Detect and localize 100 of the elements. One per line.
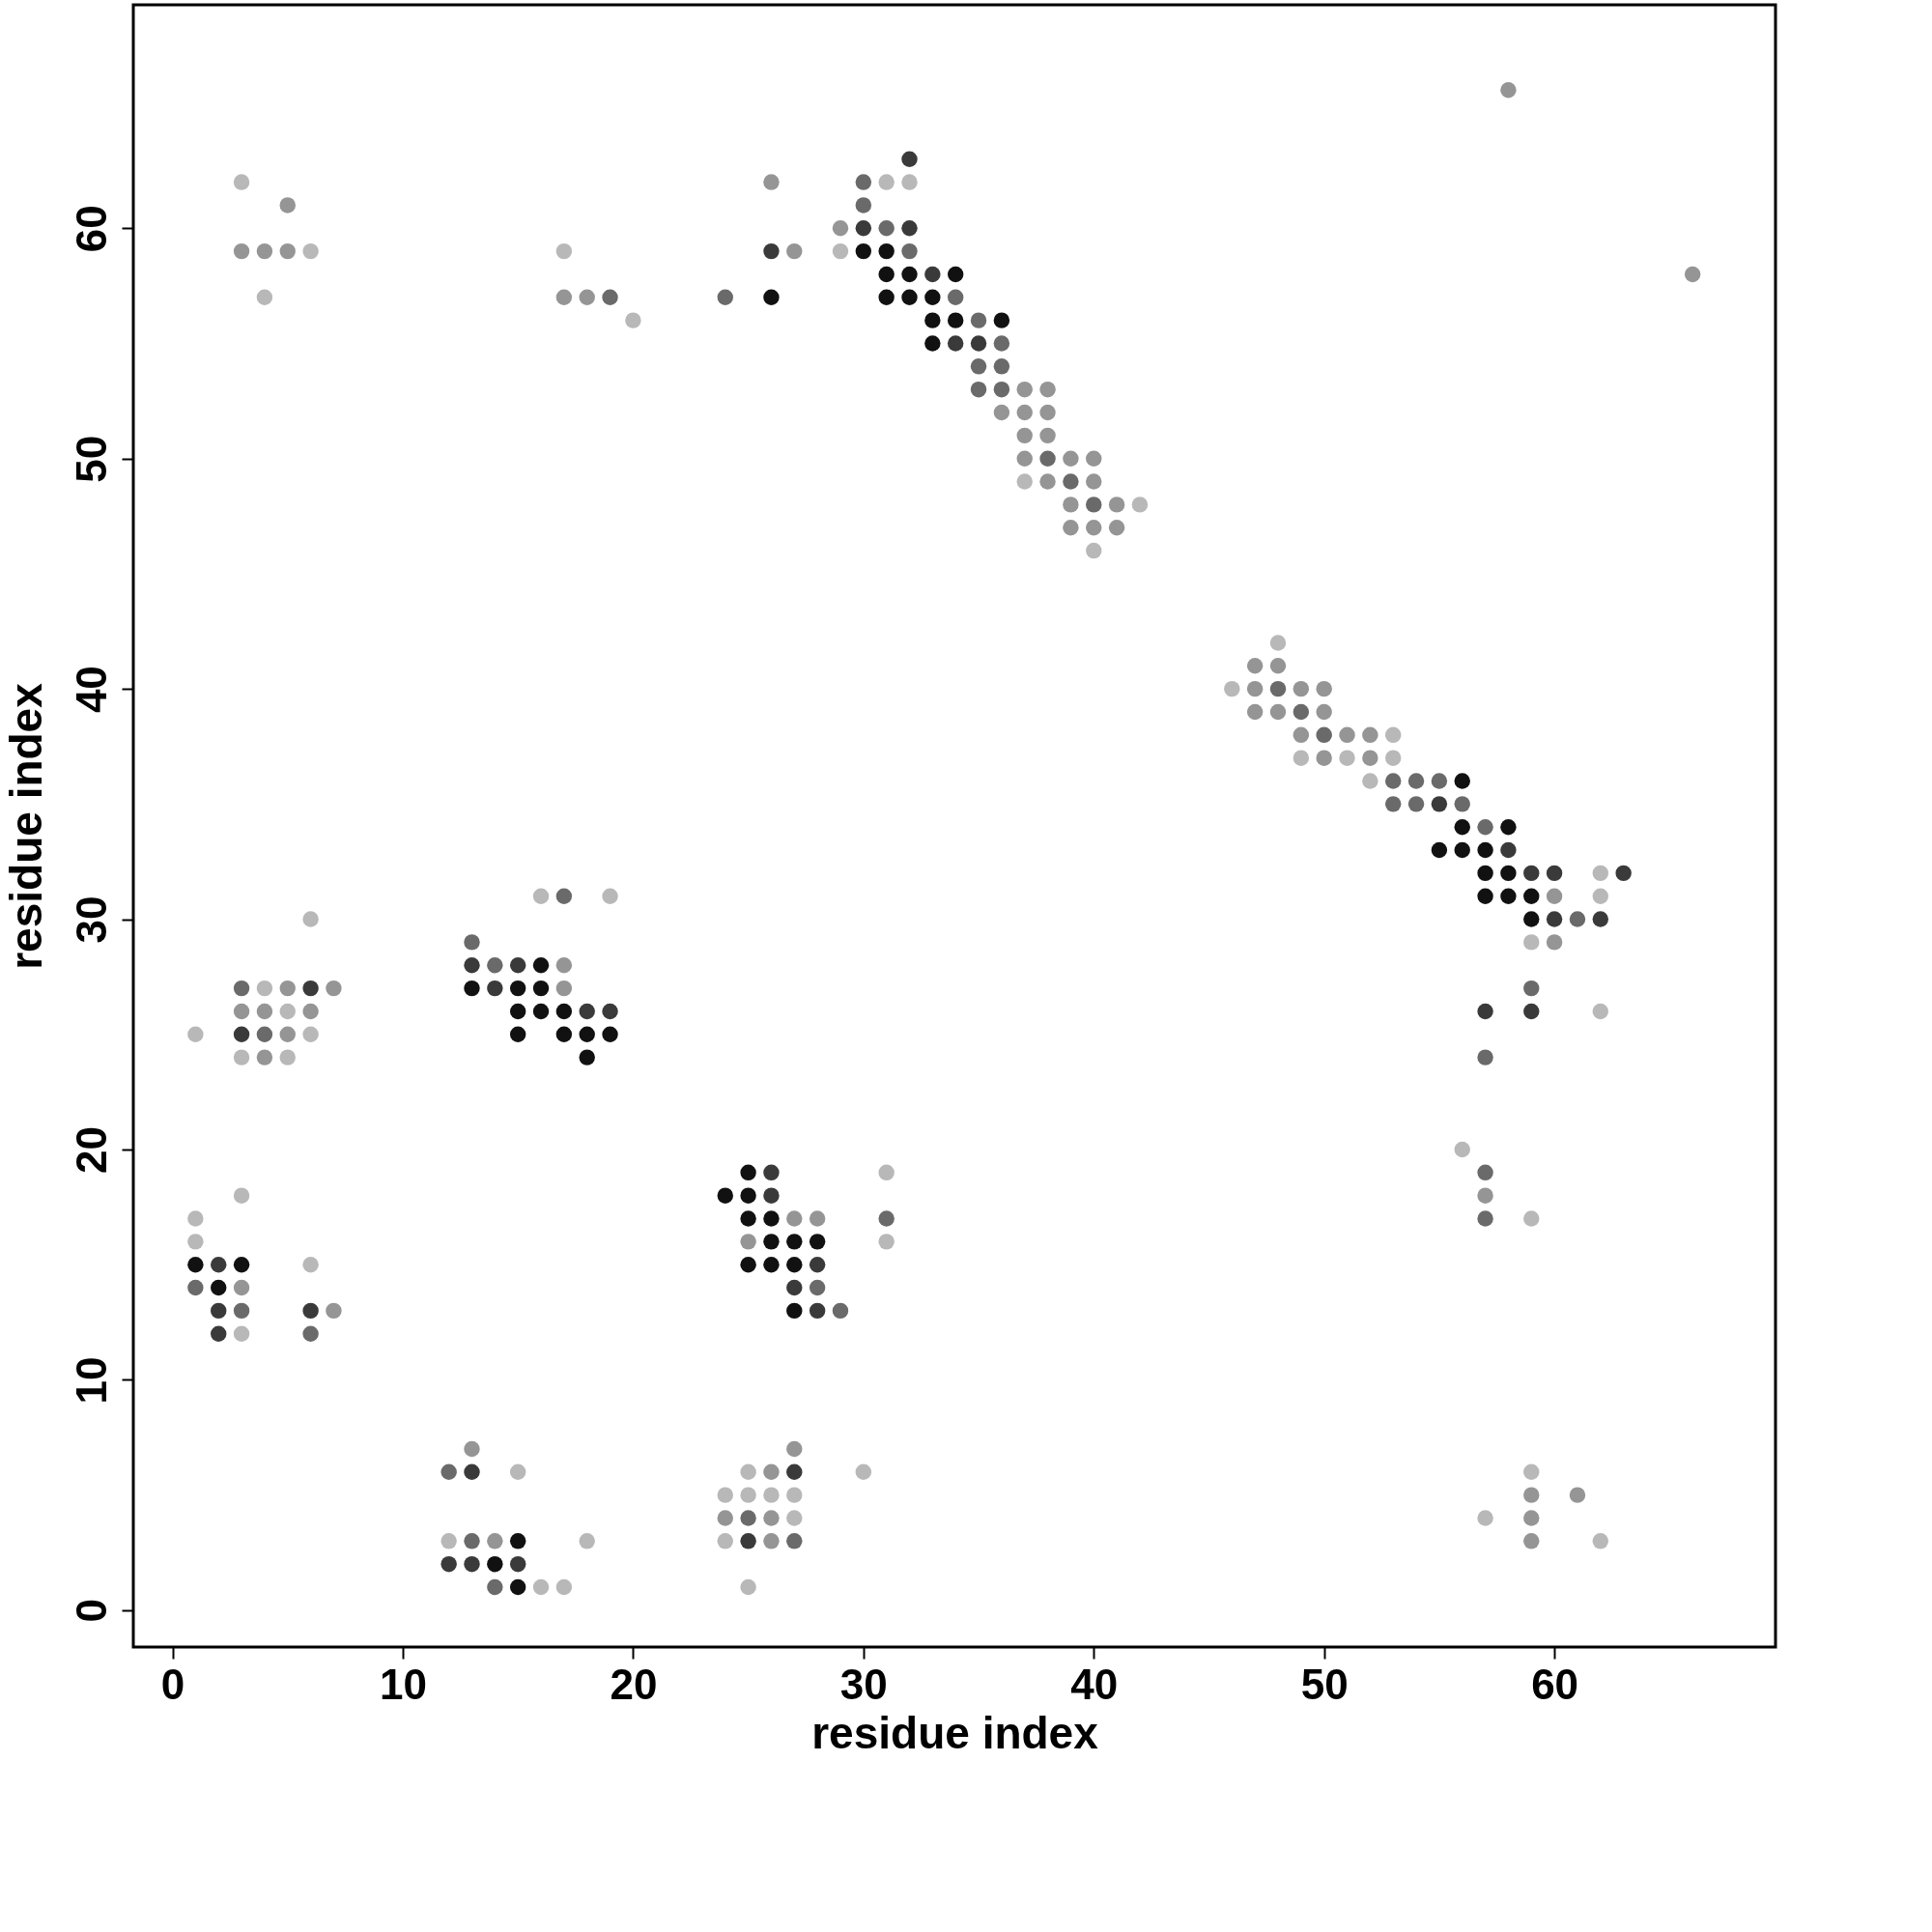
- point: [809, 1279, 826, 1296]
- x-tick-label: 60: [1531, 1660, 1579, 1708]
- point: [717, 289, 733, 305]
- y-tick-label: 30: [67, 895, 115, 944]
- point: [302, 1026, 319, 1042]
- point: [1592, 888, 1609, 904]
- point: [901, 151, 918, 167]
- point: [740, 1487, 756, 1503]
- point: [211, 1302, 227, 1320]
- point: [901, 220, 918, 237]
- point: [717, 1533, 733, 1549]
- point: [233, 1325, 250, 1342]
- point: [233, 980, 250, 997]
- point: [1063, 473, 1079, 490]
- point: [740, 1463, 756, 1480]
- point: [532, 957, 550, 974]
- point: [1523, 980, 1540, 997]
- point: [1523, 934, 1540, 951]
- point: [1269, 635, 1287, 651]
- point: [947, 266, 964, 283]
- point: [279, 1049, 296, 1065]
- y-tick-label: 10: [67, 1356, 115, 1405]
- point: [924, 335, 941, 352]
- point: [302, 911, 319, 927]
- point: [763, 1187, 780, 1204]
- x-tick-label: 10: [379, 1660, 427, 1708]
- point: [878, 1234, 895, 1250]
- point: [717, 1487, 733, 1503]
- point: [602, 888, 618, 904]
- point: [555, 242, 573, 260]
- point: [878, 242, 895, 260]
- point: [302, 1257, 319, 1273]
- point: [740, 1578, 756, 1596]
- point: [878, 289, 895, 305]
- point: [1086, 497, 1102, 513]
- point: [1224, 680, 1240, 697]
- point: [1523, 865, 1540, 882]
- point: [924, 289, 941, 305]
- point: [440, 1533, 457, 1549]
- point: [1592, 1533, 1609, 1549]
- point: [786, 1234, 803, 1250]
- point: [1293, 703, 1310, 721]
- point: [1569, 911, 1586, 927]
- point: [901, 242, 918, 260]
- point: [1362, 773, 1378, 789]
- point: [579, 1026, 595, 1042]
- point: [509, 1026, 526, 1042]
- point: [1477, 1510, 1493, 1526]
- point: [786, 1510, 803, 1526]
- point: [740, 1210, 756, 1227]
- point: [993, 381, 1010, 398]
- point: [740, 1257, 756, 1273]
- point: [993, 312, 1010, 328]
- x-tick-label: 30: [839, 1660, 888, 1708]
- point: [1500, 888, 1517, 904]
- point: [233, 1026, 250, 1042]
- point: [901, 266, 918, 283]
- point: [855, 1463, 872, 1480]
- point: [464, 1555, 480, 1573]
- point: [855, 242, 872, 260]
- point: [233, 1187, 250, 1204]
- point: [878, 1164, 895, 1181]
- point: [717, 1187, 733, 1204]
- point: [302, 1302, 319, 1320]
- point: [1131, 497, 1149, 513]
- point: [1523, 888, 1540, 904]
- point: [1407, 796, 1425, 812]
- point: [1477, 1003, 1493, 1020]
- point: [1477, 1164, 1493, 1181]
- point: [211, 1325, 227, 1342]
- point: [532, 1578, 550, 1596]
- point: [602, 289, 618, 305]
- x-tick-label: 20: [610, 1660, 658, 1708]
- point: [855, 197, 872, 213]
- point: [1407, 773, 1425, 789]
- point: [487, 957, 503, 974]
- point: [1293, 750, 1310, 766]
- point: [832, 242, 849, 260]
- point: [302, 1325, 319, 1342]
- point: [579, 1049, 595, 1065]
- point: [555, 1026, 573, 1042]
- point: [1431, 841, 1448, 859]
- point: [1592, 1003, 1609, 1020]
- point: [509, 1533, 526, 1549]
- point: [763, 289, 780, 305]
- point: [878, 266, 895, 283]
- point: [1500, 841, 1517, 859]
- point: [1454, 773, 1470, 789]
- point: [579, 1003, 595, 1020]
- point: [1523, 1003, 1540, 1020]
- point: [1454, 818, 1470, 836]
- point: [970, 312, 987, 328]
- point: [1477, 1210, 1493, 1227]
- point: [579, 1533, 595, 1549]
- x-axis-title: residue index: [811, 1707, 1099, 1758]
- point: [487, 1555, 503, 1573]
- point: [1316, 726, 1332, 744]
- point: [786, 1463, 803, 1480]
- x-tick-label: 40: [1070, 1660, 1119, 1708]
- point: [832, 1302, 849, 1320]
